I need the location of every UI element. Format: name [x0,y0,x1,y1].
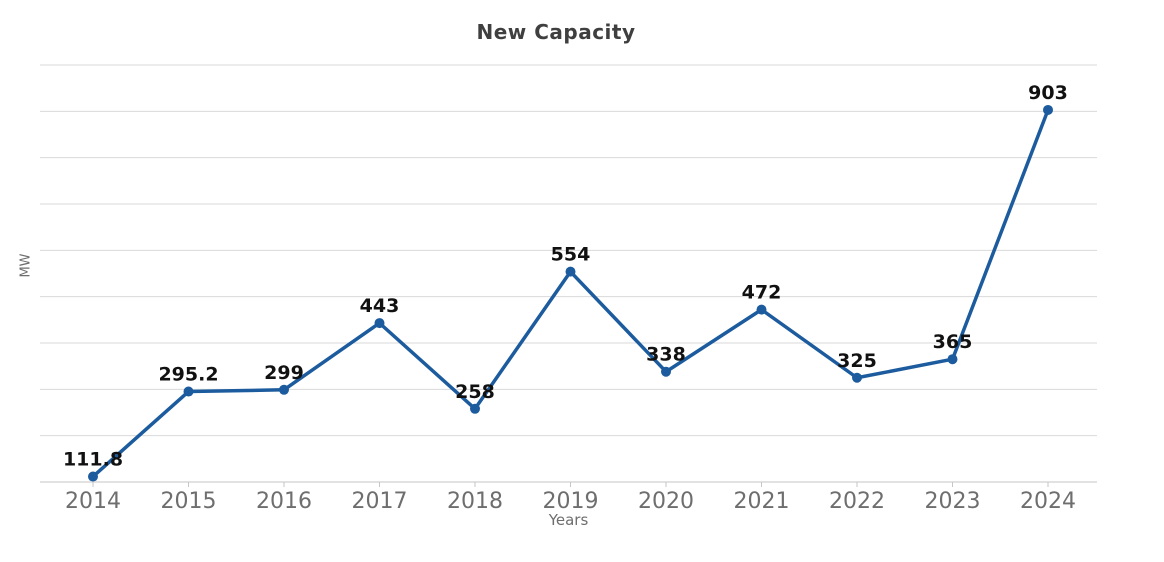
y-axis-title: MW [18,253,34,278]
data-label: 443 [360,295,400,317]
x-tick-label: 2022 [829,489,885,514]
chart-title: New Capacity [476,20,636,44]
data-point [852,372,862,383]
x-tick-label: 2015 [161,489,217,514]
data-point [374,318,385,329]
data-point [756,304,767,315]
x-tick-label: 2020 [638,489,694,514]
data-label: 258 [455,381,495,403]
data-label: 472 [742,282,782,304]
data-label: 295.2 [158,364,218,386]
x-tick-label: 2021 [734,489,790,514]
data-label: 299 [264,362,304,384]
data-point [183,386,194,397]
data-label: 338 [646,344,686,366]
data-point [565,266,576,277]
data-label: 111.8 [63,449,123,471]
x-tick-label: 2023 [925,489,981,514]
data-point [88,471,98,482]
data-label: 554 [551,244,591,266]
data-point [470,403,480,414]
data-point [1043,104,1053,115]
x-tick-label: 2014 [65,489,121,514]
data-point [661,366,671,377]
series-line [91,108,1050,479]
data-label: 325 [837,350,877,372]
x-tick-label: 2016 [256,489,312,514]
data-point [279,384,289,395]
x-tick-label: 2017 [352,489,408,514]
data-label: 365 [933,331,973,353]
x-tick-label: 2024 [1020,489,1076,514]
data-label: 903 [1028,82,1068,104]
x-tick-label: 2019 [543,489,599,514]
x-axis-title: Years [548,511,589,529]
x-tick-label: 2018 [447,489,503,514]
data-point [947,354,958,365]
